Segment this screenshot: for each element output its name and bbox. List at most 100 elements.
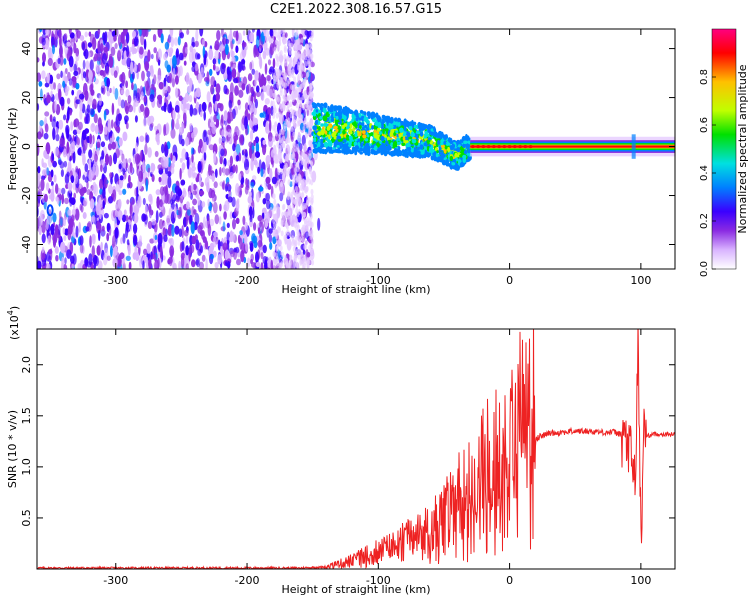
spectrogram-pixel: [125, 89, 130, 98]
spectrogram-pixel: [458, 144, 461, 148]
x-tick-label: -300: [103, 574, 128, 587]
spectrogram-pixel: [40, 88, 43, 101]
spectrogram-pixel: [114, 227, 119, 239]
spectrogram-pixel: [249, 61, 253, 71]
spectrogram-pixel: [226, 181, 230, 187]
spectrogram-pixel: [160, 156, 166, 168]
spectrogram-pixel: [273, 83, 278, 90]
spectrogram-pixel: [73, 172, 79, 185]
spectrogram-pixel: [390, 125, 394, 129]
spectrogram-pixel: [275, 112, 279, 119]
spectrogram-pixel: [462, 143, 467, 148]
spectrogram-pixel: [147, 220, 153, 230]
spectrogram-pixel: [278, 70, 282, 76]
spectrogram-pixel: [313, 144, 317, 148]
spectrogram-pixel: [264, 98, 270, 105]
spectrogram-pixel: [274, 167, 278, 180]
spectrogram-pixel: [280, 105, 284, 112]
spectrogram-pixel: [304, 220, 308, 227]
spectrogram-pixel: [282, 142, 286, 149]
spectrogram-pixel: [204, 177, 210, 187]
spectrogram-pixel: [42, 61, 45, 67]
spectrogram-pixel: [246, 257, 251, 268]
spectrogram-pixel: [160, 105, 166, 111]
spectrogram-pixel: [273, 227, 276, 234]
spectrogram-pixel: [263, 84, 267, 93]
spectrogram-pixel: [53, 82, 56, 90]
spectrogram-pixel: [298, 248, 302, 255]
spectrogram-pixel: [126, 239, 130, 246]
spectrogram-pixel: [435, 153, 439, 158]
spectrogram-pixel: [324, 103, 327, 109]
spectrogram-pixel: [38, 81, 43, 87]
spectrogram-pixel: [386, 136, 391, 141]
spectrogram-pixel: [212, 143, 218, 155]
spectrogram-pixel: [64, 197, 69, 205]
spectrogram-pixel: [268, 233, 273, 244]
spectrogram-pixel: [235, 200, 240, 212]
spectrogram-pixel: [242, 76, 248, 86]
spectrogram-pixel: [137, 195, 142, 208]
spectrogram-pixel: [108, 30, 112, 42]
spectrogram-pixel: [111, 102, 115, 116]
spectrogram-pixel: [380, 135, 385, 142]
spectrogram-pixel: [290, 108, 293, 115]
spectrogram-pixel: [518, 144, 523, 149]
spectrogram-pixel: [269, 168, 273, 180]
spectrogram-pixel: [89, 133, 93, 145]
spectrogram-pixel: [237, 61, 242, 73]
spectrogram-pixel: [221, 129, 225, 137]
spectrogram-pixel: [370, 145, 375, 149]
spectrogram-pixel: [71, 263, 74, 269]
spectrogram-pixel: [37, 131, 42, 140]
spectrogram-pixel: [203, 216, 206, 229]
spectrogram-pixel: [183, 60, 187, 66]
spectrogram-pixel: [88, 31, 92, 37]
spectrogram-pixel: [157, 233, 163, 246]
spectrogram-pixel: [192, 183, 197, 191]
spectrogram-pixel: [223, 84, 228, 95]
spectrogram-pixel: [57, 57, 61, 65]
x-tick-label: -200: [235, 574, 260, 587]
spectrogram-pixel: [192, 127, 198, 136]
spectrogram-pixel: [313, 137, 317, 142]
spectrogram-pixel: [144, 143, 148, 155]
spectrogram-pixel: [392, 124, 397, 129]
spectrogram-pixel: [255, 161, 259, 169]
spectrogram-pixel: [191, 132, 194, 139]
spectrogram-pixel: [62, 148, 68, 158]
spectrogram-pixel: [324, 148, 328, 155]
spectrogram-pixel: [78, 221, 81, 233]
spectrogram-pixel: [223, 211, 227, 220]
spectrogram-pixel: [189, 45, 194, 53]
spectrogram-pixel: [294, 177, 298, 184]
spectrogram-pixel: [346, 137, 350, 141]
spectrogram-pixel: [202, 38, 205, 47]
y-tick-label: 1.5: [20, 407, 33, 425]
spectrogram-pixel: [336, 145, 340, 149]
spectrogram-pixel: [139, 135, 145, 143]
spectrogram-pixel: [312, 125, 318, 131]
spectrogram-pixel: [213, 63, 216, 71]
spectrogram-pixel: [40, 178, 45, 191]
spectrogram-pixel: [266, 199, 271, 210]
spectrogram-pixel: [397, 121, 401, 127]
spectrogram-pixel: [89, 235, 92, 248]
spectrogram-pixel: [164, 144, 169, 157]
spectrogram-pixel: [275, 94, 279, 101]
spectrogram-pixel: [308, 244, 312, 251]
spectrogram-pixel: [274, 252, 278, 259]
spectrogram-pixel: [310, 179, 314, 186]
spectrogram-pixel: [186, 156, 190, 170]
spectrogram-pixel: [319, 115, 323, 120]
spectrogram-pixel: [52, 234, 57, 247]
spectrogram-pixel: [268, 88, 273, 98]
spectrogram-pixel: [59, 161, 65, 169]
spectrogram-pixel: [219, 103, 224, 112]
spectrogram-pixel: [343, 138, 347, 143]
spectrogram-pixel: [362, 134, 367, 139]
spectrogram-pixel: [512, 144, 517, 149]
spectrogram-pixel: [455, 139, 461, 146]
spectrogram-pixel: [50, 90, 53, 98]
snr-series-line: [37, 329, 675, 569]
